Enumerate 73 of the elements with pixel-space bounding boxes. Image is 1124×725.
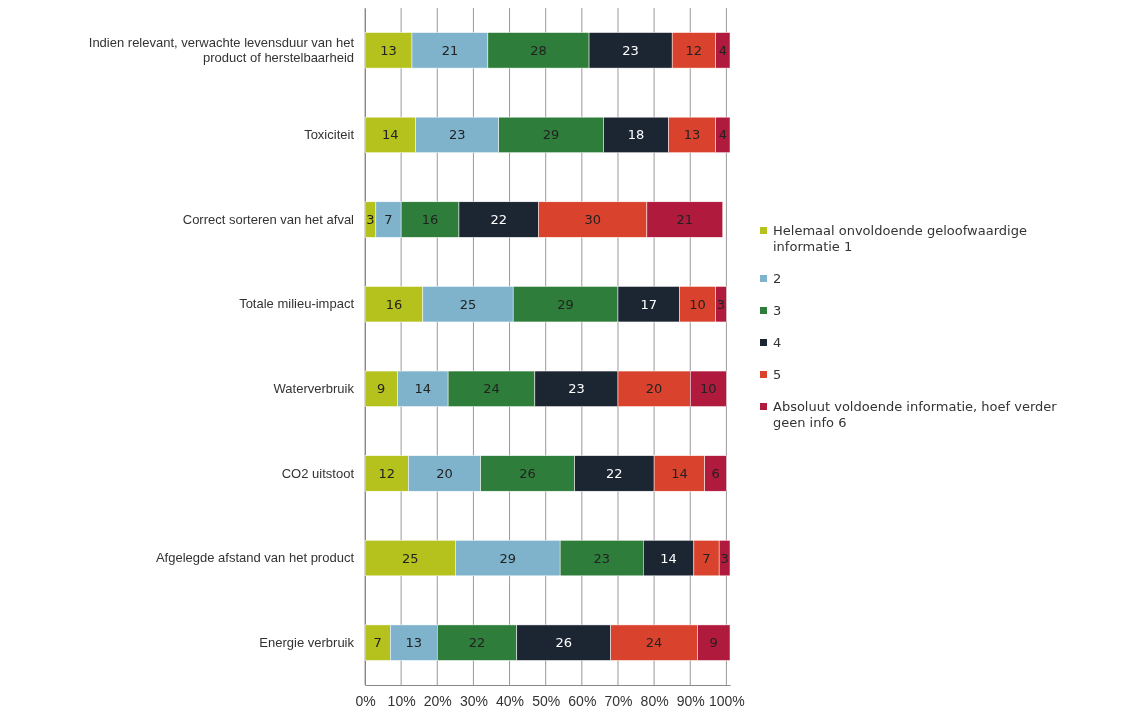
data-label: 6 [711, 465, 720, 481]
data-label: 13 [405, 635, 423, 651]
data-label: 9 [377, 381, 386, 397]
legend-label: Absoluut voldoende informatie, hoef verder geen info 6 [773, 399, 1058, 430]
data-label: 23 [622, 42, 639, 58]
legend-label: 3 [773, 303, 782, 318]
data-label: 23 [448, 127, 466, 143]
data-label: 25 [459, 296, 477, 312]
data-label: 4 [718, 127, 727, 143]
data-label: 7 [702, 550, 711, 566]
x-tick-label: 100% [708, 693, 745, 710]
y-tick-label: Correct sorteren van het afval [182, 211, 355, 227]
data-label: 16 [421, 212, 439, 228]
data-label: 26 [519, 465, 536, 481]
data-label: 10 [700, 381, 717, 397]
legend-label: 2 [773, 271, 782, 286]
x-tick-label: 10% [387, 693, 416, 710]
x-tick-label: 80% [640, 693, 669, 710]
data-label: 22 [490, 212, 507, 228]
data-label: 25 [401, 550, 419, 566]
x-tick-label: 20% [423, 693, 452, 710]
data-label: 29 [557, 296, 574, 312]
data-label: 22 [606, 465, 623, 481]
data-label: 26 [555, 635, 573, 651]
data-label: 20 [436, 465, 453, 481]
data-label: 7 [384, 212, 393, 228]
x-tick-label: 60% [568, 693, 597, 710]
x-tick-label: 50% [532, 693, 561, 710]
data-label: 29 [499, 550, 517, 566]
y-tick-label: Waterverbruik [273, 380, 355, 396]
data-label: 14 [414, 381, 432, 397]
data-label: 14 [660, 550, 677, 566]
data-label: 10 [689, 296, 706, 312]
legend-label: 4 [773, 335, 782, 350]
data-label: 29 [542, 127, 560, 143]
data-label: 3 [720, 550, 729, 566]
data-label: 12 [685, 42, 703, 58]
data-label: 22 [468, 635, 486, 651]
x-tick-label: 0% [355, 693, 376, 710]
data-label: 18 [627, 127, 645, 143]
data-label: 12 [378, 465, 395, 481]
data-label: 24 [645, 635, 663, 651]
data-label: 13 [683, 127, 701, 143]
x-tick-label: 30% [459, 693, 488, 710]
data-label: 14 [671, 465, 688, 481]
data-label: 3 [366, 212, 375, 228]
data-label: 3 [716, 296, 726, 312]
data-label: 7 [373, 635, 382, 651]
y-tick-label: CO2 uitstoot [281, 465, 355, 481]
x-tick-label: 90% [676, 693, 705, 710]
data-label: 17 [640, 296, 657, 312]
data-label: 4 [718, 42, 727, 58]
data-label: 21 [676, 212, 694, 228]
data-label: 23 [593, 550, 610, 566]
y-tick-label: Toxiciteit [304, 127, 355, 143]
data-label: 16 [385, 296, 403, 312]
data-label: 28 [530, 42, 547, 58]
y-tick-label: Totale milieu-impact [239, 296, 355, 312]
data-label: 21 [441, 42, 459, 58]
legend-label: Helemaal onvoldoende geloofwaardige informatie 1 [773, 223, 1027, 254]
x-tick-label: 70% [604, 693, 633, 710]
legend-label: 5 [773, 367, 782, 382]
y-tick-label: Indien relevant, verwachte levensduur van het product of herstelbaarheid [88, 34, 355, 66]
data-label: 23 [568, 381, 585, 397]
x-tick-label: 40% [496, 693, 525, 710]
data-label: 9 [709, 635, 718, 651]
data-label: 13 [380, 42, 397, 58]
data-label: 24 [483, 381, 500, 397]
y-tick-label: Afgelegde afstand van het product [155, 550, 355, 566]
data-label: 20 [645, 381, 663, 397]
y-tick-label: Energie verbruik [259, 634, 355, 650]
data-label: 30 [584, 212, 601, 228]
data-label: 14 [382, 127, 399, 143]
